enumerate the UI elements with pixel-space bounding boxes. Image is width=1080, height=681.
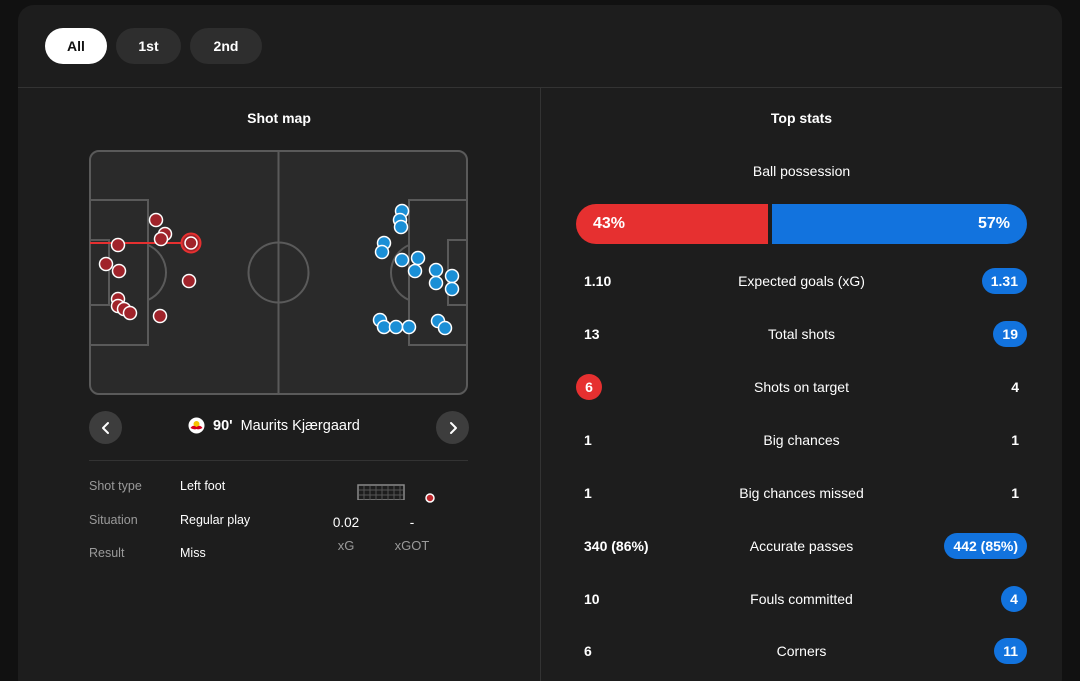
shot-map-pitch[interactable] xyxy=(89,150,468,395)
stat-row: Fouls committed 10 4 xyxy=(576,584,1027,614)
ball-possession-label: Ball possession xyxy=(752,163,851,179)
stat-away-value: 1 xyxy=(1011,485,1019,501)
top-stats-title: Top stats xyxy=(770,110,833,126)
red-bull-crest-icon xyxy=(188,417,205,434)
next-shot-button[interactable] xyxy=(436,411,469,444)
result-value: Miss xyxy=(180,546,206,560)
column-divider xyxy=(540,88,541,681)
away-shot-marker xyxy=(410,250,426,266)
possession-away-segment: 57% xyxy=(772,204,1027,244)
right-penalty-arc xyxy=(389,244,410,301)
chevron-left-icon xyxy=(101,421,109,434)
goal-frame-icon xyxy=(357,484,405,500)
tab-second-half[interactable]: 2nd xyxy=(190,28,262,64)
away-shot-marker xyxy=(376,319,392,335)
stat-label: Shots on target xyxy=(754,379,849,395)
header-divider xyxy=(18,87,1062,88)
stat-home-value: 1 xyxy=(584,485,592,501)
shot-player-name: Maurits Kjærgaard xyxy=(240,417,360,434)
stat-label: Expected goals (xG) xyxy=(738,273,865,289)
tab-all[interactable]: All xyxy=(45,28,107,64)
stat-label: Accurate passes xyxy=(749,538,854,554)
home-shot-marker xyxy=(181,273,197,289)
away-shot-marker xyxy=(444,268,460,284)
shot-type-value: Left foot xyxy=(180,479,226,493)
stat-label: Fouls committed xyxy=(750,591,853,607)
selected-shot-marker-inner xyxy=(184,236,198,250)
stat-away-value: 1 xyxy=(1011,432,1019,448)
tab-first-half[interactable]: 1st xyxy=(116,28,181,64)
stat-home-value: 6 xyxy=(584,643,592,659)
home-shot-marker xyxy=(111,263,127,279)
home-shot-marker xyxy=(148,212,164,228)
stat-home-value: 1 xyxy=(584,432,592,448)
shot-xg-value: 0.02 xyxy=(332,515,360,530)
stat-row: Shots on target 6 4 xyxy=(576,372,1027,402)
home-shot-marker xyxy=(98,256,114,272)
away-shot-marker xyxy=(428,262,444,278)
match-stats-card: All 1st 2nd Shot map 90' xyxy=(18,5,1062,681)
previous-shot-button[interactable] xyxy=(89,411,122,444)
away-shot-marker xyxy=(393,219,409,235)
stat-away-value: 4 xyxy=(1011,379,1019,395)
stat-label: Corners xyxy=(776,643,827,659)
left-penalty-arc xyxy=(147,244,168,301)
home-shot-marker xyxy=(122,305,138,321)
stat-row: Big chances 1 1 xyxy=(576,425,1027,455)
stat-home-value: 1.10 xyxy=(584,273,612,289)
away-shot-marker xyxy=(437,320,453,336)
stat-away-value: 11 xyxy=(994,638,1027,664)
away-shot-marker xyxy=(444,281,460,297)
stat-home-value: 340 (86%) xyxy=(584,538,649,554)
home-shot-marker xyxy=(153,231,169,247)
shot-xgot-label: xGOT xyxy=(394,538,430,553)
home-shot-marker xyxy=(110,237,126,253)
away-shot-marker xyxy=(428,275,444,291)
shot-xgot-value: - xyxy=(409,515,415,530)
situation-value: Regular play xyxy=(180,513,251,527)
stat-label: Big chances missed xyxy=(739,485,864,501)
shot-minute: 90' xyxy=(213,417,233,434)
stat-away-value: 1.31 xyxy=(981,268,1027,294)
shot-xg-label: xG xyxy=(337,538,355,553)
possession-bar: 43% 57% xyxy=(576,204,1027,244)
home-shot-marker xyxy=(152,308,168,324)
stat-row: Expected goals (xG) 1.10 1.31 xyxy=(576,266,1027,296)
left-six-yard-box xyxy=(89,239,110,306)
away-shot-marker xyxy=(407,263,423,279)
stat-away-value: 4 xyxy=(1001,586,1027,612)
stat-home-value: 10 xyxy=(584,591,600,607)
shot-position-dot-icon xyxy=(425,493,435,503)
stat-away-value: 19 xyxy=(993,321,1027,347)
stat-row: Big chances missed 1 1 xyxy=(576,478,1027,508)
possession-home-segment: 43% xyxy=(576,204,768,244)
stat-row: Total shots 13 19 xyxy=(576,319,1027,349)
stat-away-value: 442 (85%) xyxy=(944,533,1027,559)
stat-label: Big chances xyxy=(763,432,840,448)
shot-map-title: Shot map xyxy=(247,110,311,126)
situation-label: Situation xyxy=(89,513,138,527)
away-shot-marker xyxy=(401,319,417,335)
centre-circle xyxy=(247,241,310,304)
chevron-right-icon xyxy=(449,421,457,434)
selected-shot-header: 90' Maurits Kjærgaard xyxy=(188,417,360,434)
stat-row: Accurate passes 340 (86%) 442 (85%) xyxy=(576,531,1027,561)
stat-label: Total shots xyxy=(768,326,835,342)
period-tabs: All 1st 2nd xyxy=(45,28,262,64)
away-shot-marker xyxy=(394,252,410,268)
stat-home-value: 13 xyxy=(584,326,600,342)
away-shot-marker xyxy=(388,319,404,335)
shot-details-divider xyxy=(89,460,468,461)
stat-home-value: 6 xyxy=(576,374,602,400)
away-shot-marker xyxy=(374,244,390,260)
shot-type-label: Shot type xyxy=(89,479,142,493)
stat-row: Corners 6 11 xyxy=(576,636,1027,666)
result-label: Result xyxy=(89,546,125,560)
